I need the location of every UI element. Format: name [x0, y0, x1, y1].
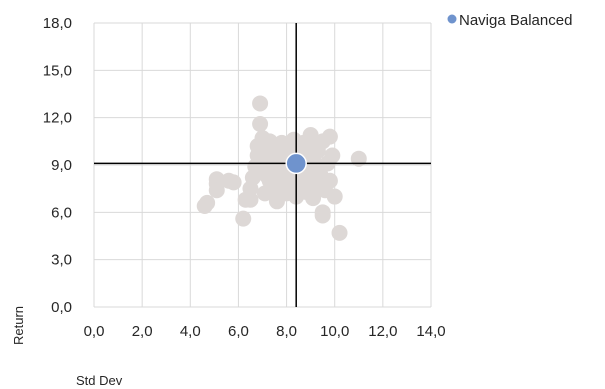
highlight-point: [285, 152, 307, 175]
x-tick-label: 8,0: [276, 323, 297, 340]
tick-labels: 0,0 2,0 4,0 6,0 8,0 10,0 12,0 14,0 0,0 3,0 6,0 9,0 1…: [43, 15, 446, 340]
data-point: [242, 191, 259, 208]
x-tick-label: 0,0: [84, 323, 105, 340]
y-tick-label: 3,0: [51, 252, 72, 269]
y-tick-label: 18,0: [43, 15, 72, 32]
x-tick-label: 4,0: [180, 323, 201, 340]
x-tick-label: 6,0: [228, 323, 249, 340]
data-point: [350, 150, 367, 167]
legend-label: Naviga Balanced: [459, 12, 572, 29]
y-axis-title: Return: [11, 306, 26, 345]
legend: Naviga Balanced: [447, 12, 572, 29]
data-points: [196, 95, 367, 241]
x-tick-label: 10,0: [320, 323, 349, 340]
x-tick-label: 12,0: [368, 323, 397, 340]
data-point: [331, 224, 348, 241]
data-point: [314, 204, 331, 221]
data-point: [208, 182, 225, 199]
data-point: [305, 190, 322, 207]
y-tick-label: 9,0: [51, 157, 72, 174]
data-point: [302, 127, 319, 144]
data-point: [235, 210, 252, 227]
data-point: [321, 172, 338, 189]
x-tick-label: 14,0: [416, 323, 445, 340]
y-tick-label: 6,0: [51, 204, 72, 221]
data-point: [199, 194, 216, 211]
data-point: [324, 147, 341, 164]
y-tick-label: 15,0: [43, 62, 72, 79]
legend-marker: [447, 14, 457, 24]
x-axis-title: Std Dev: [76, 373, 123, 388]
data-point: [252, 95, 269, 112]
data-point: [225, 174, 242, 191]
highlight-point-layer: [285, 152, 307, 175]
data-point: [326, 188, 343, 205]
x-tick-label: 2,0: [132, 323, 153, 340]
data-point: [252, 115, 269, 132]
y-tick-label: 0,0: [51, 299, 72, 316]
y-tick-label: 12,0: [43, 110, 72, 127]
data-point: [321, 128, 338, 145]
